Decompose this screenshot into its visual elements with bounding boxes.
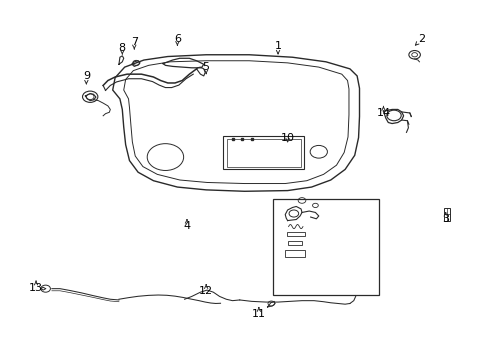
Bar — [273, 199, 378, 294]
Text: 10: 10 — [280, 133, 294, 143]
Text: 8: 8 — [119, 43, 125, 53]
Text: 14: 14 — [376, 108, 390, 118]
Text: 11: 11 — [251, 309, 265, 319]
Bar — [286, 231, 304, 237]
Text: 3: 3 — [441, 214, 448, 224]
Text: 6: 6 — [174, 34, 181, 44]
Text: 9: 9 — [82, 71, 90, 81]
Text: 2: 2 — [417, 34, 425, 44]
Bar — [287, 241, 302, 245]
Text: 4: 4 — [183, 221, 190, 231]
Text: 7: 7 — [130, 37, 138, 48]
Text: 5: 5 — [202, 62, 209, 72]
Bar — [223, 136, 304, 170]
Bar — [226, 139, 300, 167]
Text: 1: 1 — [274, 41, 281, 51]
Text: 13: 13 — [29, 283, 43, 293]
Text: 12: 12 — [199, 286, 213, 296]
Bar — [285, 250, 305, 257]
Bar — [443, 208, 448, 221]
